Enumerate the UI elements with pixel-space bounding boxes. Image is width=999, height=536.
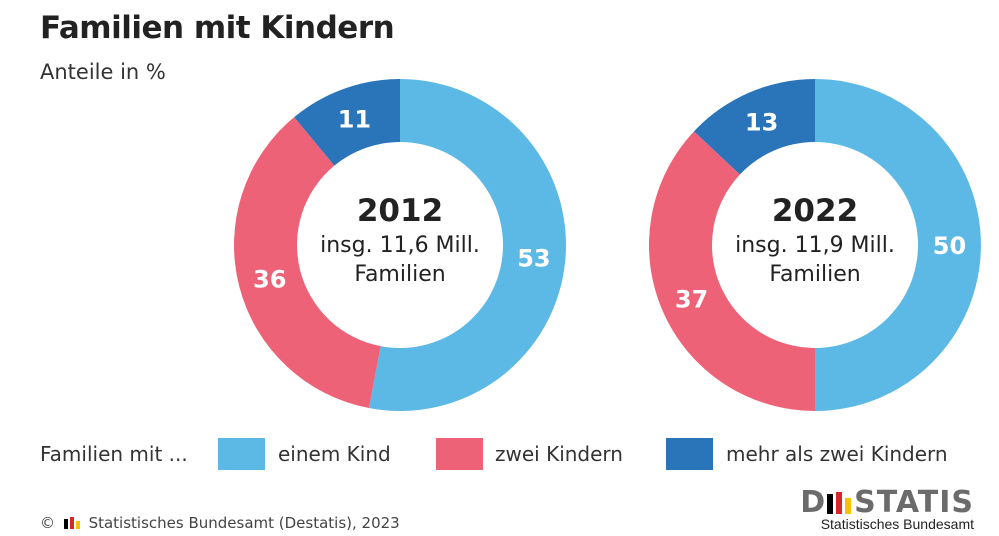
source-text: Statistisches Bundesamt (Destatis), 2023 — [88, 514, 400, 532]
legend-swatch-one-child — [218, 438, 265, 470]
legend-label-more-children: mehr als zwei Kindern — [726, 442, 948, 466]
logo-text-left: D — [800, 485, 827, 520]
donut-2012-center-unit: Familien — [354, 262, 445, 287]
legend-label-one-child: einem Kind — [278, 442, 391, 466]
donut-2012-center-total: insg. 11,6 Mill. — [320, 233, 480, 258]
logo-text-right: STATIS — [854, 485, 974, 520]
source-note: © Statistisches Bundesamt (Destatis), 20… — [40, 514, 400, 532]
donut-2022-slice-2 — [693, 79, 815, 175]
donut-2022-slice-0 — [815, 79, 981, 411]
destatis-small-logo-icon — [63, 517, 80, 529]
logo-flag-icon — [827, 487, 853, 514]
donut-2022-value-label-2: 13 — [745, 109, 778, 137]
donut-2022-center-unit: Familien — [769, 262, 860, 287]
donut-2012-value-label-2: 11 — [338, 105, 371, 133]
donut-2012-slice-2 — [294, 79, 400, 166]
donut-2022-center-year: 2022 — [772, 193, 858, 229]
donut-2012-value-label-0: 53 — [517, 245, 550, 273]
donut-2022-center-total: insg. 11,9 Mill. — [735, 233, 895, 258]
chart-subtitle: Anteile in % — [40, 60, 166, 84]
legend-label-two-children: zwei Kindern — [495, 442, 623, 466]
legend: Familien mit ... einem Kind zwei Kindern… — [40, 438, 970, 472]
chart-title: Familien mit Kindern — [40, 10, 395, 46]
donut-2022-slice-1 — [649, 131, 815, 411]
donut-2012-slice-1 — [233, 117, 381, 409]
donut-2022-value-label-1: 37 — [675, 285, 708, 313]
donut-2012-value-label-1: 36 — [253, 265, 286, 293]
donut-2022-value-label-0: 50 — [933, 232, 966, 260]
logo-subtitle: Statistisches Bundesamt — [820, 516, 974, 532]
copyright-symbol: © — [40, 514, 55, 532]
destatis-logo: D STATIS — [800, 485, 974, 520]
donut-2012-center-year: 2012 — [357, 193, 443, 229]
legend-intro: Familien mit ... — [40, 442, 188, 466]
donut-2012-slice-0 — [368, 79, 566, 412]
donut-charts: 53 36 11 2012 insg. 11,6 Mill. Familien 50 37 13… — [233, 79, 981, 412]
legend-swatch-two-children — [436, 438, 483, 470]
legend-swatch-more-children — [666, 438, 713, 470]
